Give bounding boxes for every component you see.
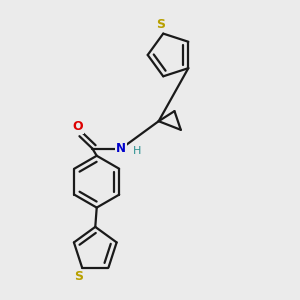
Text: O: O (73, 120, 83, 133)
Text: N: N (116, 142, 126, 155)
Text: S: S (74, 270, 83, 284)
Text: H: H (133, 146, 142, 156)
Text: S: S (156, 18, 165, 31)
